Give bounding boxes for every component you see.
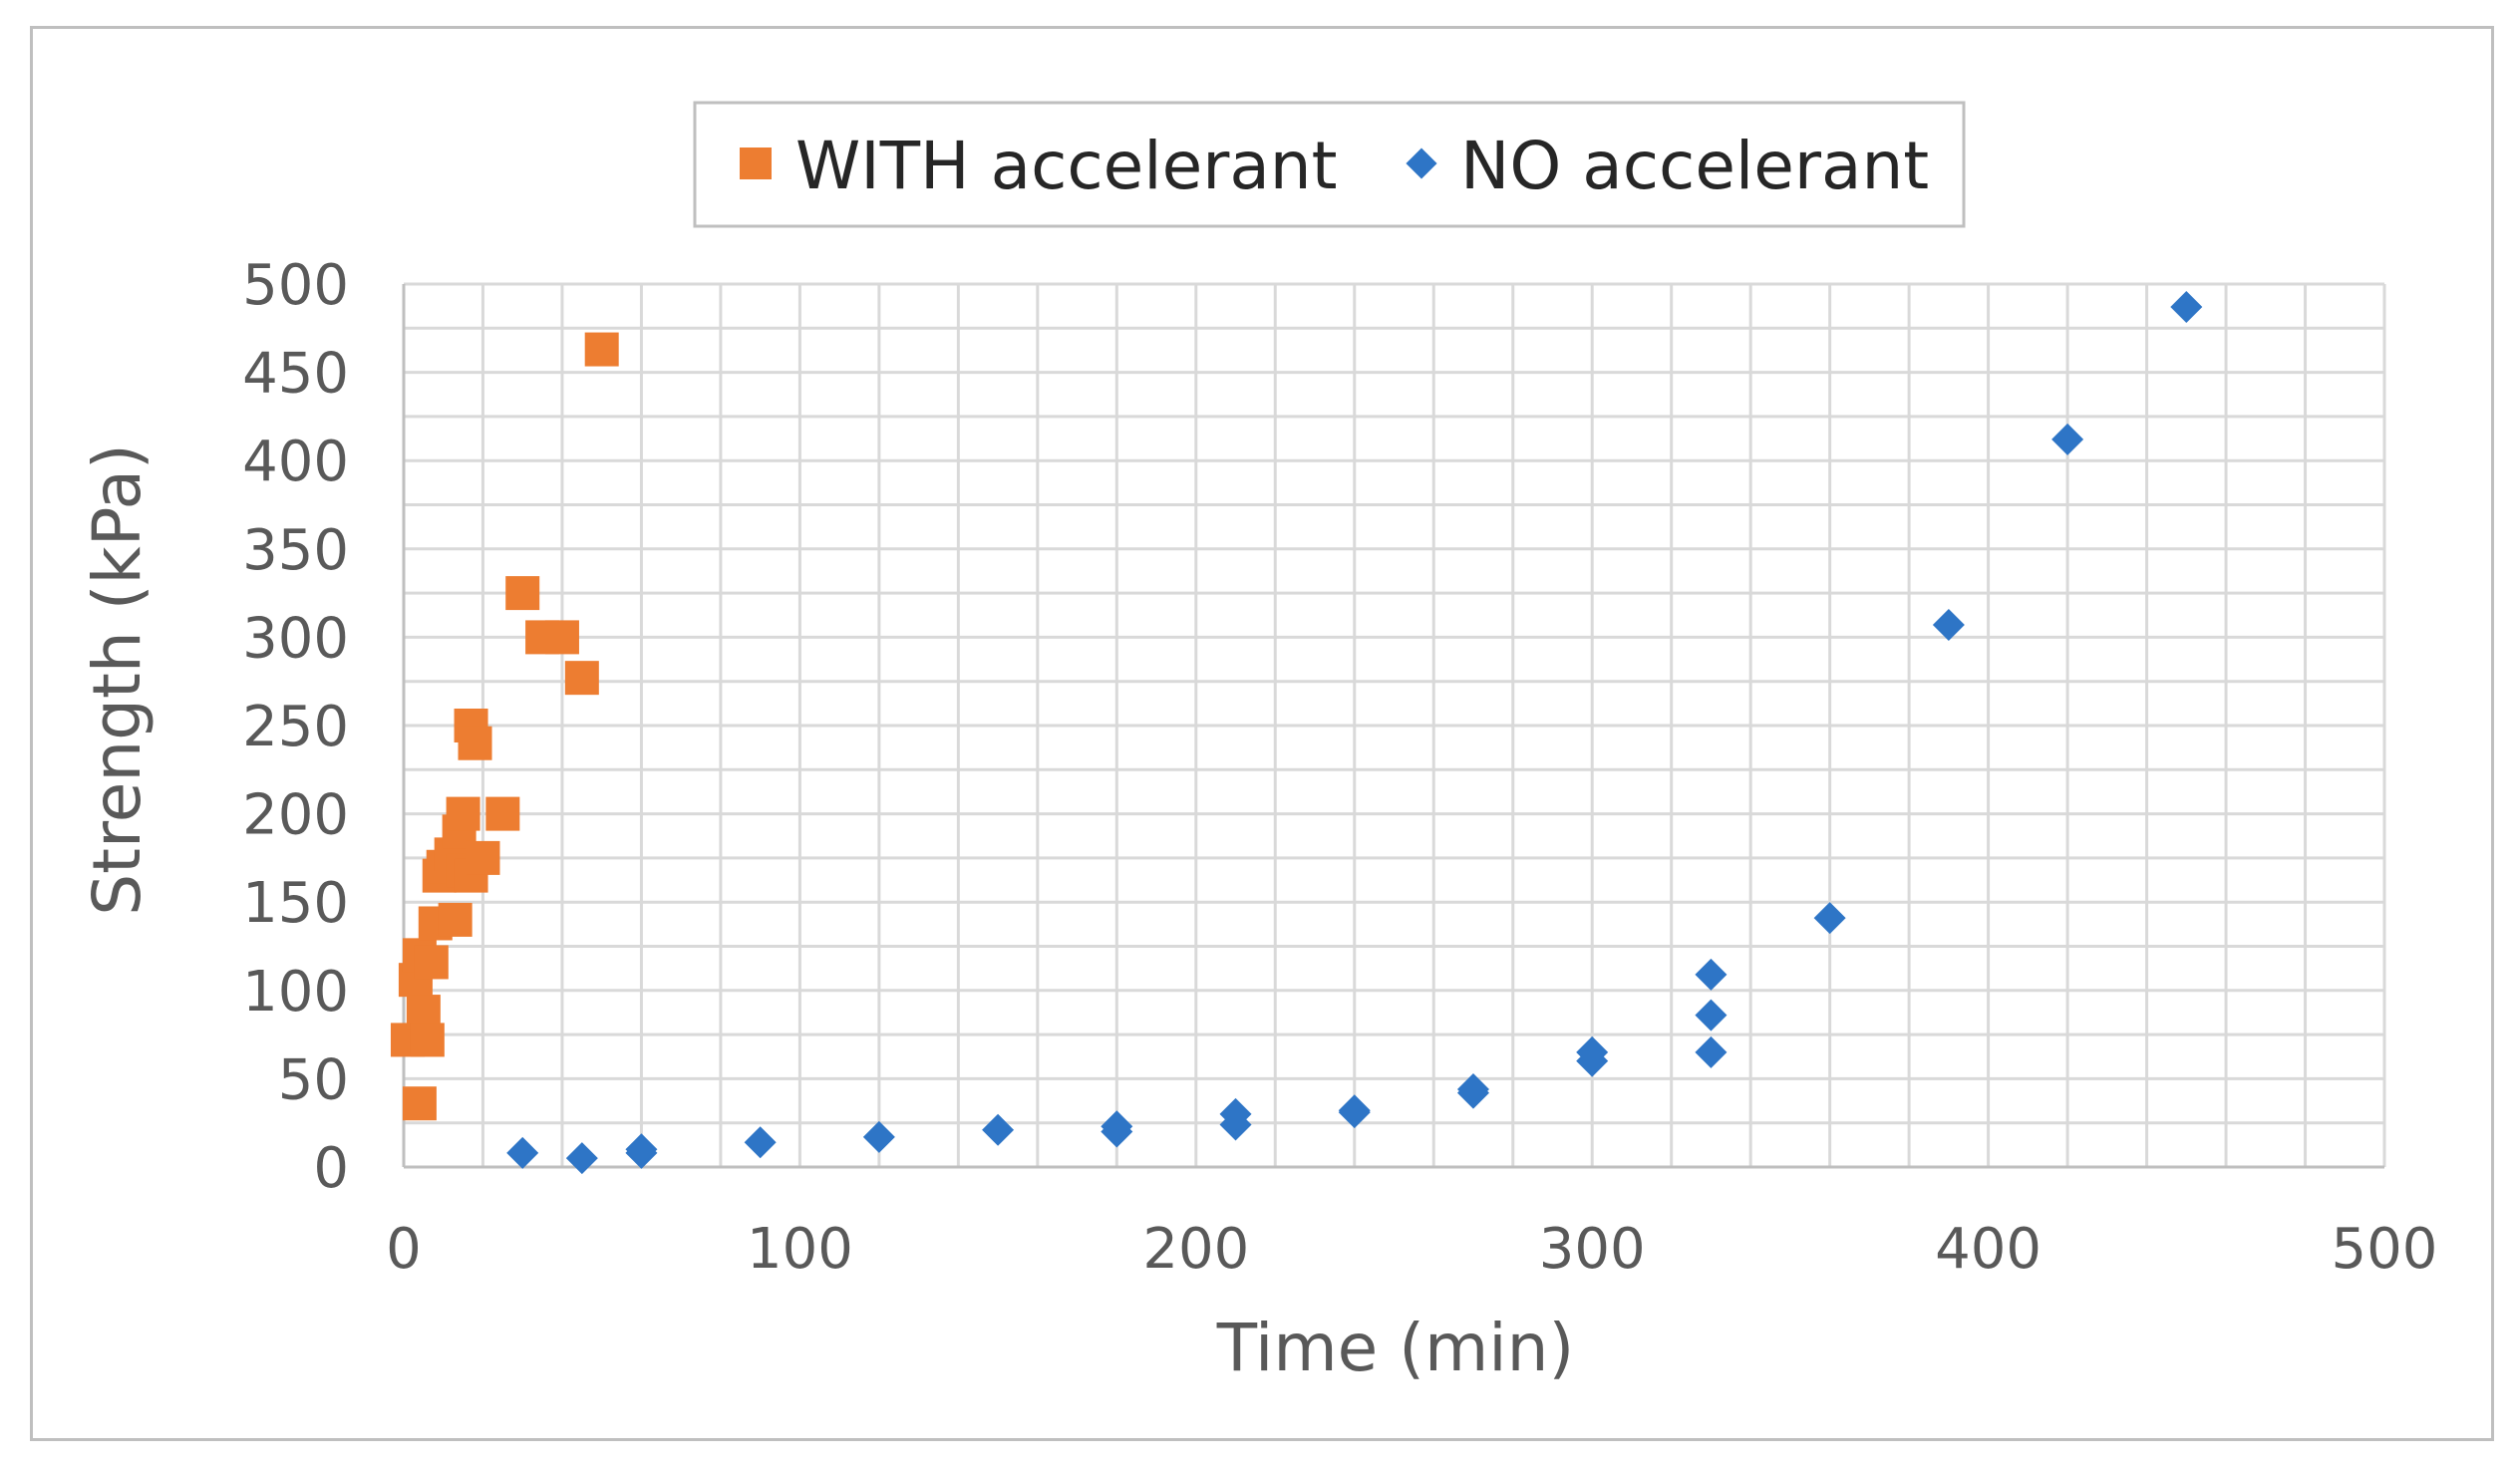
x-tick-label: 100 (747, 1217, 853, 1282)
y-tick-label: 150 (242, 871, 349, 936)
data-point-diamond (1576, 1035, 1609, 1068)
data-point-diamond (1456, 1073, 1489, 1106)
series-with-accelerant (390, 332, 619, 1121)
y-tick-label: 250 (242, 695, 349, 759)
data-point-diamond (2051, 423, 2084, 455)
y-tick-label: 200 (242, 783, 349, 848)
chart-frame (30, 26, 2494, 1441)
data-point-square (406, 995, 441, 1030)
data-point-square (458, 726, 492, 760)
data-point-square (584, 332, 619, 367)
x-tick-label: 0 (386, 1217, 422, 1282)
y-tick-label: 500 (242, 253, 349, 318)
legend-box (693, 101, 1966, 228)
data-point-diamond (1695, 1035, 1728, 1068)
data-point-diamond (565, 1142, 598, 1175)
data-point-square (402, 1086, 437, 1121)
data-marks (390, 291, 2203, 1175)
data-point-diamond (1695, 999, 1728, 1031)
y-tick-label: 50 (278, 1047, 349, 1112)
data-point-square (414, 945, 449, 980)
data-point-square (544, 620, 579, 655)
tick-labels: 0 100 200 300 400 500 0 50 100 150 200 250 300 350 400… (242, 253, 2437, 1282)
y-tick-label: 100 (242, 960, 349, 1025)
y-tick-label: 300 (242, 606, 349, 671)
data-point-diamond (1932, 608, 1965, 641)
data-point-square (505, 576, 540, 611)
y-tick-label: 400 (242, 430, 349, 494)
data-point-diamond (1813, 902, 1846, 935)
grid-lines (402, 282, 2386, 1169)
data-point-diamond (982, 1113, 1015, 1146)
legend-label-no-accelerant: NO accelerant (1460, 128, 1929, 204)
y-tick-label: 350 (242, 518, 349, 583)
data-point-diamond (625, 1133, 658, 1166)
y-axis-title: Strength (kPa) (79, 443, 156, 915)
data-point-diamond (1101, 1110, 1133, 1143)
legend-marker-with-accelerant (740, 147, 772, 179)
axes (402, 284, 2384, 1169)
data-point-square (485, 796, 520, 831)
y-tick-label: 450 (242, 342, 349, 407)
data-point-diamond (862, 1120, 895, 1153)
x-tick-label: 500 (2332, 1217, 2438, 1282)
x-tick-label: 200 (1142, 1217, 1249, 1282)
data-point-square (564, 661, 599, 696)
data-point-diamond (744, 1126, 777, 1159)
series-no-accelerant (506, 291, 2203, 1175)
legend: WITH accelerant NO accelerant (693, 101, 1966, 228)
data-point-diamond (506, 1136, 539, 1169)
data-point-square (446, 796, 480, 831)
data-point-square (438, 902, 472, 937)
data-point-diamond (2170, 291, 2203, 324)
x-tick-label: 400 (1935, 1217, 2042, 1282)
data-point-square (410, 1023, 445, 1057)
data-point-diamond (1695, 958, 1728, 991)
x-tick-label: 300 (1539, 1217, 1646, 1282)
data-point-square (466, 840, 500, 875)
data-point-diamond (1219, 1097, 1252, 1130)
legend-label-with-accelerant: WITH accelerant (795, 128, 1338, 204)
data-point-diamond (1338, 1094, 1371, 1127)
x-axis-title: Time (min) (1216, 1310, 1574, 1386)
y-tick-label: 0 (313, 1136, 349, 1201)
